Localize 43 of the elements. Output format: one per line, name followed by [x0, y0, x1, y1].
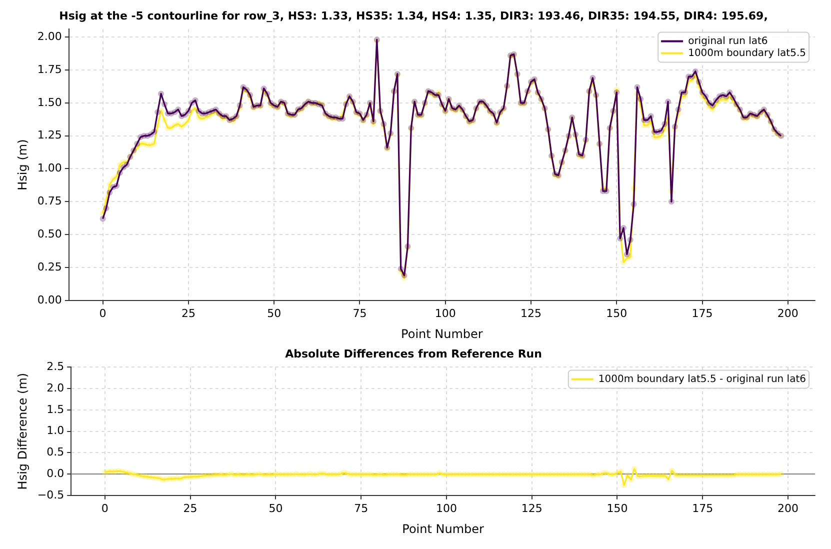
legend-label: 1000m boundary lat5.5: [688, 48, 806, 59]
y-tick-label: 2.0: [46, 381, 64, 394]
y-axis-title: Hsig (m): [15, 139, 30, 190]
x-tick-label: 175: [692, 306, 713, 320]
y-tick-label: 1.00: [37, 162, 62, 175]
x-tick-label: 175: [692, 502, 714, 515]
y-tick-label: 1.0: [46, 424, 64, 438]
x-tick-label: 0: [99, 306, 106, 320]
y-tick-label: 1.25: [37, 128, 62, 142]
x-axis-title: Point Number: [402, 522, 484, 536]
x-tick-label: 75: [352, 306, 367, 320]
y-tick-label: 1.75: [37, 62, 62, 76]
x-tick-label: 200: [778, 502, 799, 515]
x-tick-label: 200: [777, 306, 798, 320]
x-tick-label: 0: [101, 502, 108, 515]
y-tick-label: 0.50: [37, 227, 62, 240]
legend-label: 1000m boundary lat5.5 - original run lat6: [598, 374, 806, 385]
y-tick-label: 0.75: [37, 194, 62, 208]
x-tick-label: 100: [436, 502, 457, 515]
x-tick-label: 50: [267, 306, 282, 320]
y-tick-label: −0.5: [37, 488, 64, 502]
x-tick-label: 50: [268, 502, 283, 515]
x-tick-label: 150: [606, 306, 628, 320]
legend-label: original run lat6: [688, 36, 768, 47]
x-tick-label: 150: [606, 502, 628, 515]
y-tick-label: 2.5: [46, 360, 64, 374]
x-tick-label: 100: [434, 306, 456, 320]
chart-title: Hsig at the -5 contourline for row_3, HS3: 1.33, HS35: 1.34, HS4: 1.35, DIR3: 193.46, DIR35: 194.55, DIR4: 195.69,: [59, 9, 768, 22]
x-tick-label: 25: [183, 502, 198, 515]
x-axis-title: Point Number: [401, 326, 483, 341]
x-tick-label: 125: [521, 502, 542, 515]
y-tick-label: 0.5: [46, 446, 64, 459]
y-tick-label: 0.0: [46, 466, 64, 480]
chart-title: Absolute Differences from Reference Run: [285, 347, 542, 360]
y-tick-label: 1.50: [37, 96, 62, 109]
y-tick-label: 2.00: [37, 30, 62, 43]
y-tick-label: 1.5: [46, 402, 64, 416]
y-axis-title: Hsig Difference (m): [15, 372, 30, 490]
y-tick-label: 0.25: [37, 260, 62, 274]
x-tick-label: 125: [520, 306, 542, 320]
x-tick-label: 25: [181, 306, 196, 320]
y-tick-label: 0.00: [37, 293, 62, 306]
x-tick-label: 75: [354, 502, 368, 515]
